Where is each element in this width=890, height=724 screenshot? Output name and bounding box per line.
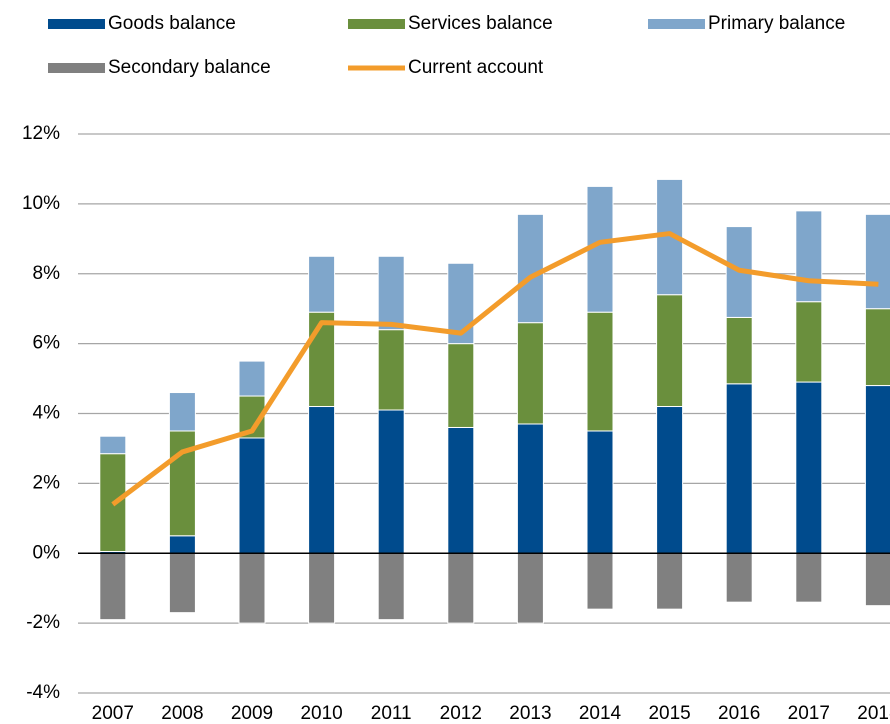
bar: [725, 552, 753, 603]
bar: [864, 308, 890, 387]
x-tick-label: 2011: [371, 703, 412, 724]
bar: [656, 294, 684, 408]
y-tick-label: 2%: [33, 472, 61, 493]
bar: [795, 210, 823, 303]
x-tick-label: 2015: [648, 703, 690, 724]
bar: [586, 430, 614, 554]
bar: [795, 381, 823, 554]
x-tick-label: 2009: [231, 703, 273, 724]
legend-swatch: [48, 19, 105, 29]
bar: [99, 552, 127, 621]
bar: [586, 552, 614, 610]
bar: [168, 535, 196, 554]
legend-swatch: [48, 63, 105, 73]
x-tick-label: 2010: [300, 703, 342, 724]
bar: [725, 383, 753, 554]
x-tick-label: 2017: [788, 703, 830, 724]
bar: [99, 435, 127, 455]
y-tick-label: 6%: [33, 333, 61, 354]
bar: [864, 213, 890, 310]
bar: [516, 322, 544, 425]
y-tick-label: 8%: [33, 263, 61, 284]
bar: [308, 255, 336, 313]
x-tick-label: 2007: [92, 703, 134, 724]
legend-label: Primary balance: [708, 13, 845, 34]
bar: [516, 423, 544, 554]
bar: [168, 552, 196, 614]
x-tick-label: 2016: [718, 703, 760, 724]
legend-swatch: [648, 19, 705, 29]
bar: [725, 316, 753, 385]
bar: [308, 406, 336, 554]
bar: [795, 552, 823, 603]
y-tick-label: -4%: [26, 682, 60, 703]
x-tick-label: 2013: [509, 703, 551, 724]
y-tick-label: 0%: [33, 542, 61, 563]
bar: [168, 430, 196, 537]
legend-label: Services balance: [408, 13, 553, 34]
legend-swatch: [348, 19, 405, 29]
bar: [308, 552, 336, 624]
bar: [656, 406, 684, 554]
x-tick-label: 2012: [440, 703, 482, 724]
legend-label: Current account: [408, 57, 544, 78]
x-tick-label: 2008: [161, 703, 203, 724]
bar: [377, 409, 405, 554]
y-tick-label: -2%: [26, 612, 60, 633]
bar: [168, 392, 196, 432]
bar: [864, 385, 890, 554]
y-tick-label: 12%: [22, 123, 60, 144]
line: [111, 231, 879, 507]
bar: [864, 552, 890, 607]
x-tick-label: 2014: [579, 703, 622, 724]
y-tick-label: 4%: [33, 403, 61, 424]
bar: [377, 552, 405, 621]
bar: [516, 213, 544, 324]
bar: [795, 301, 823, 383]
legend-label: Secondary balance: [108, 57, 271, 78]
bar: [447, 343, 475, 428]
x-tick-label: 2018: [857, 703, 890, 724]
y-tick-label: 10%: [22, 193, 60, 214]
bar: [238, 360, 266, 397]
bar: [238, 552, 266, 624]
bar: [308, 311, 336, 408]
bar: [586, 311, 614, 432]
bar: [447, 426, 475, 554]
bar: [447, 552, 475, 624]
bar: [238, 437, 266, 554]
bar: [377, 255, 405, 331]
bar: [656, 552, 684, 610]
legend-label: Goods balance: [108, 13, 236, 34]
bar: [516, 552, 544, 624]
bar: [377, 329, 405, 411]
